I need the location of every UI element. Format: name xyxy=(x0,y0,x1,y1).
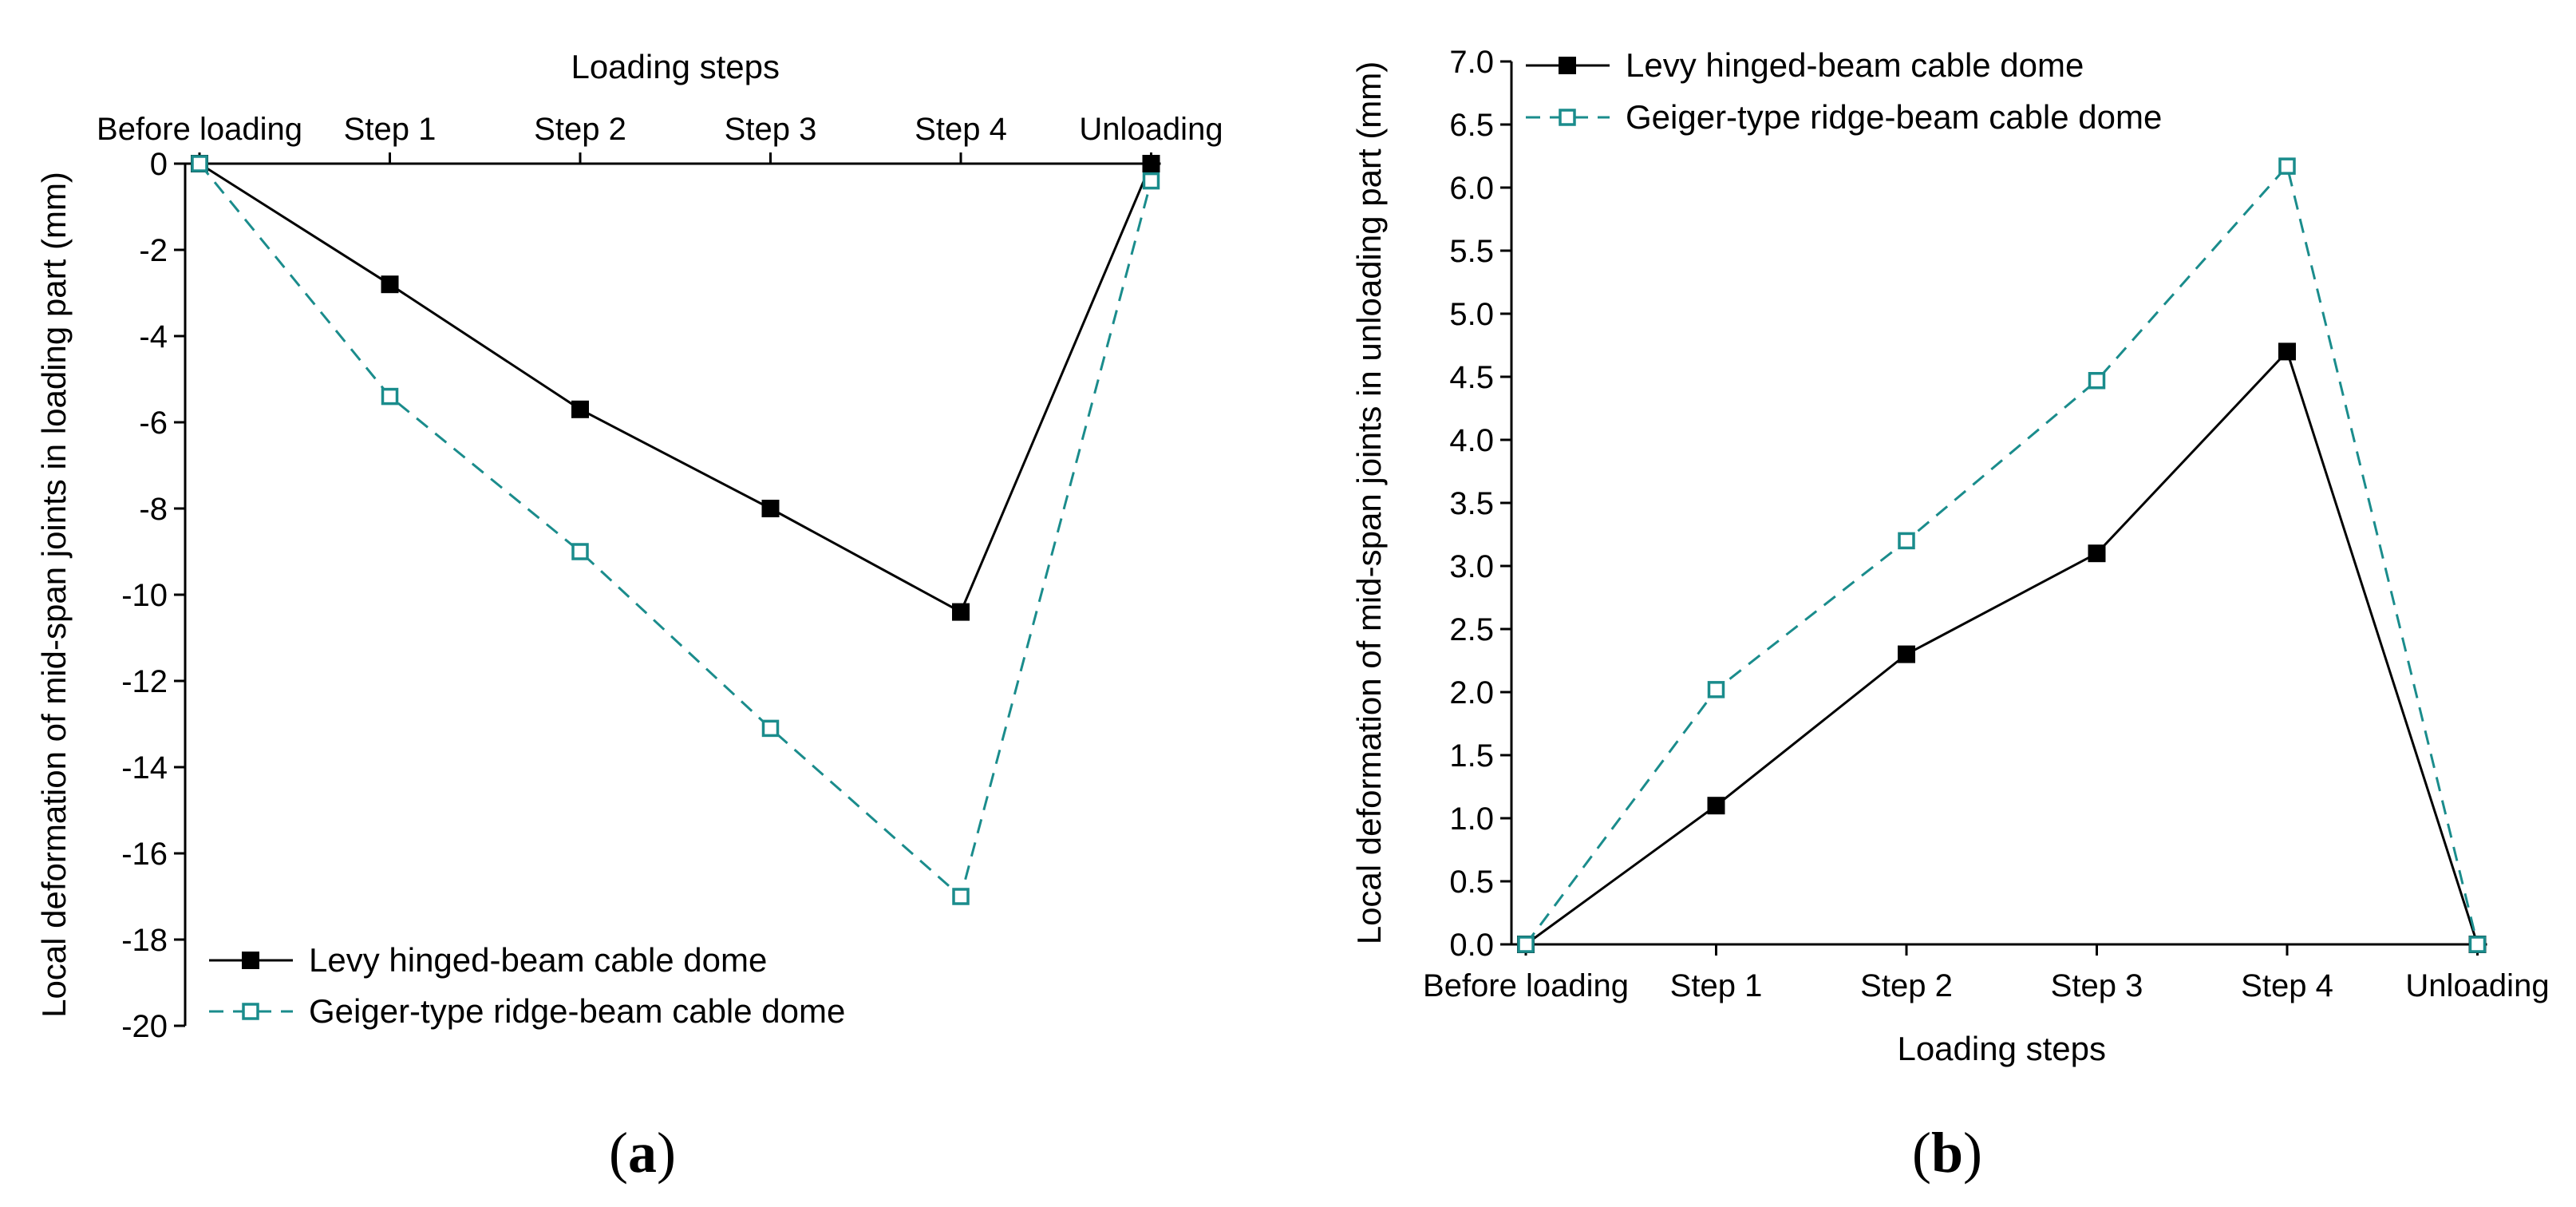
y-tick-label: -12 xyxy=(121,664,168,699)
panel-label-close-paren: ) xyxy=(657,1121,676,1185)
legend: Levy hinged-beam cable dome Geiger-type r… xyxy=(209,941,845,1030)
legend-marker-2 xyxy=(242,1003,259,1020)
data-point-2 xyxy=(1707,681,1725,698)
series-line-1 xyxy=(199,162,1152,614)
x-tick-label: Unloading xyxy=(2405,968,2549,1003)
data-point-1 xyxy=(952,603,970,621)
x-tick-label: Step 2 xyxy=(1860,968,1953,1003)
data-point-1 xyxy=(381,275,399,294)
data-point-1 xyxy=(1898,645,1915,663)
data-point-2 xyxy=(571,543,589,560)
y-tick-label: 1.0 xyxy=(1449,801,1494,837)
y-tick-label: 6.0 xyxy=(1449,171,1494,206)
series-line-2 xyxy=(1524,164,2479,945)
data-point-2 xyxy=(2468,936,2487,953)
panel-label-open-paren: ( xyxy=(1912,1121,1931,1185)
x-axis-title: Loading steps xyxy=(1897,1030,2106,1067)
y-tick-label: 5.5 xyxy=(1449,234,1494,269)
y-tick-label: -18 xyxy=(121,923,168,958)
x-tick-label: Step 1 xyxy=(344,112,437,147)
data-point-1 xyxy=(571,400,589,418)
x-tick-label: Before loading xyxy=(97,112,302,147)
data-point-2 xyxy=(2278,157,2296,175)
y-tick-label: 5.0 xyxy=(1449,297,1494,332)
legend-label-1: Levy hinged-beam cable dome xyxy=(309,941,767,979)
legend-label-1: Levy hinged-beam cable dome xyxy=(1626,46,2084,84)
y-tick-label: -10 xyxy=(121,578,168,613)
series-line-1 xyxy=(1525,349,2479,946)
x-tick-label: Step 1 xyxy=(1670,968,1763,1003)
legend-marker-2 xyxy=(1559,109,1576,126)
y-tick-label: 2.5 xyxy=(1449,612,1494,647)
series-line-2 xyxy=(198,163,1152,899)
data-point-2 xyxy=(1142,172,1160,190)
panel-label-letter: b xyxy=(1931,1121,1963,1185)
y-tick-label: 7.0 xyxy=(1449,45,1494,80)
y-tick-label: 3.0 xyxy=(1449,549,1494,584)
x-tick-label: Step 3 xyxy=(2051,968,2143,1003)
legend-marker-1 xyxy=(242,952,259,969)
x-tick-label: Step 4 xyxy=(915,112,1007,147)
x-tick-label: Step 3 xyxy=(725,112,817,147)
data-point-2 xyxy=(2088,371,2106,390)
data-point-2 xyxy=(952,888,970,905)
panel-b-chart: Before loading Step 1 Step 2 Step 3 Step 4 Un… xyxy=(1350,45,2550,1185)
y-tick-label: -16 xyxy=(121,837,168,872)
y-tick-label: -4 xyxy=(139,319,168,354)
panel-label: (b) xyxy=(1912,1121,1982,1185)
x-tick-label: Step 2 xyxy=(534,112,626,147)
y-tick-label: 0.5 xyxy=(1449,865,1494,900)
y-tick-label: 2.0 xyxy=(1449,675,1494,710)
data-point-1 xyxy=(1142,155,1160,172)
y-tick-label: 6.5 xyxy=(1449,108,1494,143)
y-tick-label: -14 xyxy=(121,750,168,786)
data-point-1 xyxy=(1707,797,1725,815)
panel-label-open-paren: ( xyxy=(609,1121,628,1185)
legend-label-2: Geiger-type ridge-beam cable dome xyxy=(1626,98,2162,136)
data-point-1 xyxy=(2278,342,2296,361)
x-axis-title: Loading steps xyxy=(571,48,780,85)
y-tick-label: -6 xyxy=(139,406,168,441)
data-point-1 xyxy=(761,500,780,517)
y-axis-title: Local deformation of mid-span joints in … xyxy=(35,172,73,1018)
y-tick-label: 4.0 xyxy=(1449,423,1494,458)
panel-label-close-paren: ) xyxy=(1963,1121,1982,1185)
x-tick-label: Step 4 xyxy=(2241,968,2333,1003)
y-tick-label: 0 xyxy=(150,147,168,182)
y-tick-label: -2 xyxy=(139,233,168,268)
data-point-1 xyxy=(2088,544,2106,563)
y-tick-label: 1.5 xyxy=(1449,738,1494,774)
data-point-2 xyxy=(1898,532,1915,550)
legend-label-2: Geiger-type ridge-beam cable dome xyxy=(309,992,845,1030)
y-tick-label: -8 xyxy=(139,492,168,527)
legend-marker-1 xyxy=(1559,57,1576,74)
y-tick-label: 0.0 xyxy=(1449,928,1494,963)
y-tick-label: -20 xyxy=(121,1009,168,1044)
panel-a-chart: Before loading Step 1 Step 2 Step 3 Step 4 Un… xyxy=(35,48,1223,1185)
data-point-2 xyxy=(191,155,208,172)
y-axis-title: Local deformation of mid-span joints in … xyxy=(1350,61,1388,945)
x-tick-label: Before loading xyxy=(1423,968,1629,1003)
data-point-2 xyxy=(381,387,399,406)
panel-label: (a) xyxy=(609,1121,676,1185)
legend: Levy hinged-beam cable dome Geiger-type r… xyxy=(1526,46,2162,136)
x-tick-label: Unloading xyxy=(1079,112,1223,147)
data-point-2 xyxy=(761,719,780,738)
panel-label-letter: a xyxy=(628,1121,657,1185)
y-tick-label: 4.5 xyxy=(1449,360,1494,395)
data-point-2 xyxy=(1517,936,1535,953)
y-tick-label: 3.5 xyxy=(1449,486,1494,521)
